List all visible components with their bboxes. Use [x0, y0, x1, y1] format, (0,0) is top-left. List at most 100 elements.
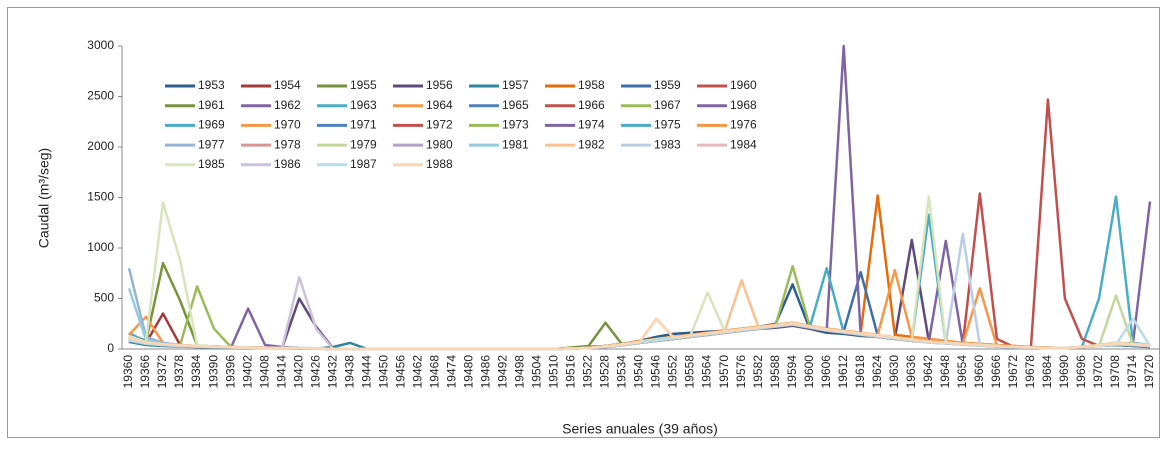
legend-label: 1980	[426, 137, 453, 151]
legend-label: 1988	[426, 157, 453, 171]
x-tick-label: 19594	[785, 355, 799, 389]
series-line	[128, 317, 1151, 351]
y-tick-label: 1000	[87, 240, 114, 254]
x-tick-label: 19516	[564, 355, 578, 389]
legend-label: 1968	[730, 98, 757, 112]
x-tick-label: 19534	[615, 355, 629, 389]
legend-label: 1974	[578, 118, 605, 132]
legend-label: 1973	[502, 118, 529, 132]
x-tick-label: 19408	[257, 355, 271, 389]
x-tick-label: 19714	[1125, 355, 1139, 389]
x-tick-label: 19678	[1023, 355, 1037, 389]
legend-label: 1966	[578, 98, 605, 112]
x-tick-label: 19474	[444, 355, 458, 389]
x-tick-label: 19366	[138, 355, 152, 389]
x-tick-label: 19522	[581, 355, 595, 389]
x-tick-label: 19618	[853, 355, 867, 389]
legend-label: 1960	[730, 78, 757, 92]
x-tick-label: 19630	[887, 355, 901, 389]
legend-label: 1961	[198, 98, 225, 112]
legend-label: 1958	[578, 78, 605, 92]
x-tick-label: 19696	[1074, 355, 1088, 389]
legend-label: 1953	[198, 78, 225, 92]
x-tick-label: 19462	[410, 355, 424, 389]
y-tick-label: 3000	[87, 38, 114, 52]
x-tick-label: 19720	[1142, 355, 1156, 389]
legend-label: 1985	[198, 157, 225, 171]
legend-label: 1978	[274, 137, 301, 151]
legend-label: 1965	[502, 98, 529, 112]
x-tick-label: 19588	[768, 355, 782, 389]
legend-label: 1957	[502, 78, 529, 92]
legend-label: 1982	[578, 137, 605, 151]
x-tick-label: 19672	[1006, 355, 1020, 389]
y-tick-label: 2000	[87, 139, 114, 153]
x-tick-label: 19690	[1057, 355, 1071, 389]
x-tick-label: 19666	[989, 355, 1003, 389]
x-tick-label: 19384	[189, 355, 203, 389]
legend-label: 1969	[198, 118, 225, 132]
legend-label: 1954	[274, 78, 301, 92]
x-tick-label: 19510	[547, 355, 561, 389]
legend-label: 1987	[350, 157, 377, 171]
y-tick-label: 2500	[87, 89, 114, 103]
x-tick-label: 19612	[836, 355, 850, 389]
x-tick-label: 19606	[819, 355, 833, 389]
x-tick-label: 19360	[121, 355, 135, 389]
x-axis-label: Series anuales (39 años)	[562, 421, 718, 437]
y-tick-label: 0	[107, 341, 114, 355]
x-tick-label: 19660	[972, 355, 986, 389]
x-tick-label: 19684	[1040, 355, 1054, 389]
x-tick-label: 19372	[155, 355, 169, 389]
x-tick-label: 19624	[870, 355, 884, 389]
x-tick-label: 19648	[938, 355, 952, 389]
x-tick-label: 19438	[342, 355, 356, 389]
x-tick-label: 19486	[479, 355, 493, 389]
x-tick-label: 19432	[325, 355, 339, 389]
x-tick-label: 19642	[921, 355, 935, 389]
y-tick-label: 1500	[87, 190, 114, 204]
x-tick-label: 19420	[291, 355, 305, 389]
legend-label: 1964	[426, 98, 453, 112]
x-tick-label: 19540	[632, 355, 646, 389]
legend-label: 1986	[274, 157, 301, 171]
legend-label: 1977	[198, 137, 225, 151]
y-axis-label: Caudal (m³/seg)	[36, 148, 52, 248]
legend-label: 1955	[350, 78, 377, 92]
x-tick-label: 19576	[734, 355, 748, 389]
x-tick-label: 19708	[1108, 355, 1122, 389]
x-tick-label: 19636	[904, 355, 918, 389]
x-tick-label: 19558	[683, 355, 697, 389]
x-tick-label: 19702	[1091, 355, 1105, 389]
x-tick-label: 19378	[172, 355, 186, 389]
legend-label: 1976	[730, 118, 757, 132]
x-tick-label: 19426	[308, 355, 322, 389]
x-tick-label: 19504	[530, 355, 544, 389]
legend-label: 1970	[274, 118, 301, 132]
x-tick-label: 19498	[513, 355, 527, 389]
legend-label: 1971	[350, 118, 377, 132]
x-tick-label: 19582	[751, 355, 765, 389]
x-tick-label: 19468	[427, 355, 441, 389]
y-tick-label: 500	[94, 291, 114, 305]
x-tick-label: 19444	[359, 355, 373, 389]
x-tick-label: 19564	[700, 355, 714, 389]
x-tick-label: 19600	[802, 355, 816, 389]
legend-label: 1956	[426, 78, 453, 92]
legend-label: 1979	[350, 137, 377, 151]
x-tick-label: 19402	[240, 355, 254, 389]
x-tick-label: 19450	[376, 355, 390, 389]
x-tick-label: 19552	[666, 355, 680, 389]
x-tick-label: 19570	[717, 355, 731, 389]
x-tick-label: 19546	[649, 355, 663, 389]
legend-label: 1984	[730, 137, 757, 151]
legend-label: 1981	[502, 137, 529, 151]
legend-label: 1963	[350, 98, 377, 112]
legend-label: 1962	[274, 98, 301, 112]
x-tick-label: 19390	[206, 355, 220, 389]
legend-label: 1983	[654, 137, 681, 151]
x-tick-label: 19456	[393, 355, 407, 389]
chart-frame	[7, 7, 1160, 438]
legend-label: 1972	[426, 118, 453, 132]
